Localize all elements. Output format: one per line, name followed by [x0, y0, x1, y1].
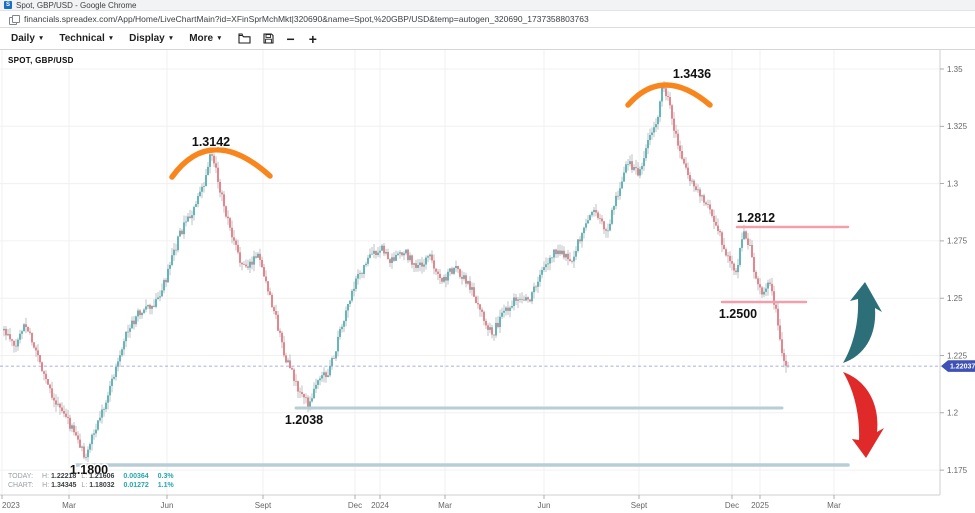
candle-wicks — [3, 81, 789, 463]
save-icon — [262, 33, 274, 44]
candlestick-series — [3, 87, 789, 458]
chart-toolbar: Daily ▼ Technical ▼ Display ▼ More ▼ — [0, 28, 975, 50]
axes — [0, 50, 941, 496]
chevron-down-icon: ▼ — [167, 35, 175, 42]
url-text[interactable]: financials.spreadex.com/App/Home/LiveCha… — [24, 14, 589, 24]
svg-text:1.3: 1.3 — [947, 179, 959, 188]
svg-text:1.25: 1.25 — [947, 294, 963, 303]
today-low-value: 1.21606 — [89, 473, 115, 480]
chart-change-pct: 1.1% — [157, 482, 174, 489]
svg-text:Mar: Mar — [827, 501, 841, 510]
annotation-peak-1.3436: 1.3436 — [625, 66, 713, 108]
chart-low-key: L: — [81, 482, 88, 489]
x-axis-labels: 2023 Mar Jun Sept Dec 2024 Mar Jun Sept Dec 2025 Ma… — [1, 495, 841, 510]
price-chart-canvas[interactable]: 1.35 1.325 1.3 1.275 1.25 1.225 1.2 1.175 2023 Ma… — [0, 50, 975, 513]
svg-text:1.2: 1.2 — [947, 409, 959, 418]
chevron-down-icon: ▼ — [107, 35, 115, 42]
stats-today-row: TODAY: H: 1.22218 L: 1.21606 0.00364 0.3% — [8, 472, 174, 481]
chart-high-key: H: — [42, 482, 50, 489]
svg-text:1.35: 1.35 — [947, 65, 963, 74]
menu-daily-label: Daily — [11, 33, 35, 44]
chart-stats: TODAY: H: 1.22218 L: 1.21606 0.00364 0.3% … — [8, 472, 174, 490]
open-folder-icon — [237, 33, 251, 44]
svg-text:1.175: 1.175 — [947, 466, 968, 475]
svg-text:Dec: Dec — [348, 501, 362, 510]
menu-display[interactable]: Display ▼ — [123, 31, 183, 46]
peak-label: 1.3436 — [673, 67, 711, 81]
level-label: 1.1800 — [70, 463, 108, 477]
menu-technical[interactable]: Technical ▼ — [53, 31, 123, 46]
today-low-key: L: — [81, 473, 88, 480]
grid — [0, 50, 940, 495]
open-chart-button[interactable] — [232, 31, 257, 46]
y-axis-labels: 1.35 1.325 1.3 1.275 1.25 1.225 1.2 1.175 — [940, 65, 968, 475]
chart-change-value: 0.01272 — [123, 482, 149, 489]
site-info-icon[interactable] — [9, 14, 20, 25]
svg-text:2024: 2024 — [371, 501, 389, 510]
chart-label: CHART: — [8, 482, 34, 489]
chevron-down-icon: ▼ — [216, 35, 223, 42]
svg-text:1.225: 1.225 — [947, 351, 968, 360]
last-price-badge: 1.22037 — [941, 360, 975, 372]
chevron-down-icon: ▼ — [37, 35, 45, 42]
chart-low-value: 1.18032 — [89, 482, 115, 489]
svg-text:1.325: 1.325 — [947, 122, 968, 131]
chart-high-value: 1.34345 — [51, 482, 77, 489]
app-favicon-icon: S — [4, 1, 12, 9]
level-label: 1.2500 — [719, 307, 757, 321]
annotation-level-1.2038: 1.2038 — [283, 406, 784, 429]
menu-daily[interactable]: Daily ▼ — [5, 31, 53, 46]
menu-display-label: Display — [129, 33, 165, 44]
svg-text:Sept: Sept — [631, 501, 648, 510]
stats-chart-row: CHART: H: 1.34345 L: 1.18032 0.01272 1.1% — [8, 481, 174, 490]
svg-text:Mar: Mar — [62, 501, 76, 510]
annotation-level-1.2500: 1.2500 — [717, 300, 808, 323]
bearish-arrow-icon — [843, 372, 884, 458]
today-change-pct: 0.3% — [157, 473, 174, 480]
menu-more[interactable]: More ▼ — [183, 31, 231, 46]
svg-text:2023: 2023 — [2, 501, 20, 510]
svg-text:Sept: Sept — [255, 501, 272, 510]
zoom-out-button[interactable]: − — [280, 32, 302, 46]
symbol-label: SPOT, GBP/USD — [8, 56, 74, 65]
menu-more-label: More — [189, 33, 214, 44]
today-label: TODAY: — [8, 473, 34, 480]
peak-label: 1.3142 — [192, 135, 230, 149]
today-high-value: 1.22218 — [50, 473, 77, 480]
svg-text:Jun: Jun — [161, 501, 174, 510]
annotation-level-1.2812: 1.2812 — [735, 210, 850, 229]
window-title: Spot, GBP/USD - Google Chrome — [16, 0, 137, 10]
svg-text:2025: 2025 — [751, 501, 769, 510]
svg-text:1.275: 1.275 — [947, 237, 968, 246]
svg-text:Mar: Mar — [438, 501, 452, 510]
level-label: 1.2038 — [285, 413, 323, 427]
browser-urlbar[interactable]: financials.spreadex.com/App/Home/LiveCha… — [0, 11, 975, 28]
zoom-in-button[interactable]: + — [302, 32, 324, 46]
today-high-key: H: — [42, 473, 50, 480]
save-chart-button[interactable] — [257, 31, 280, 46]
menu-technical-label: Technical — [59, 33, 105, 44]
svg-text:Jun: Jun — [538, 501, 551, 510]
bullish-arrow-icon — [843, 282, 882, 363]
today-change-value: 0.00364 — [123, 473, 149, 480]
annotation-peak-1.3142: 1.3142 — [169, 134, 273, 180]
svg-text:1.22037: 1.22037 — [950, 364, 975, 371]
svg-text:Dec: Dec — [725, 501, 739, 510]
level-label: 1.2812 — [737, 211, 775, 225]
window-titlebar: S Spot, GBP/USD - Google Chrome — [0, 0, 975, 11]
annotation-level-1.1800: 1.1800 — [68, 462, 850, 479]
chart-area[interactable]: 1.35 1.325 1.3 1.275 1.25 1.225 1.2 1.175 2023 Ma… — [0, 50, 975, 513]
